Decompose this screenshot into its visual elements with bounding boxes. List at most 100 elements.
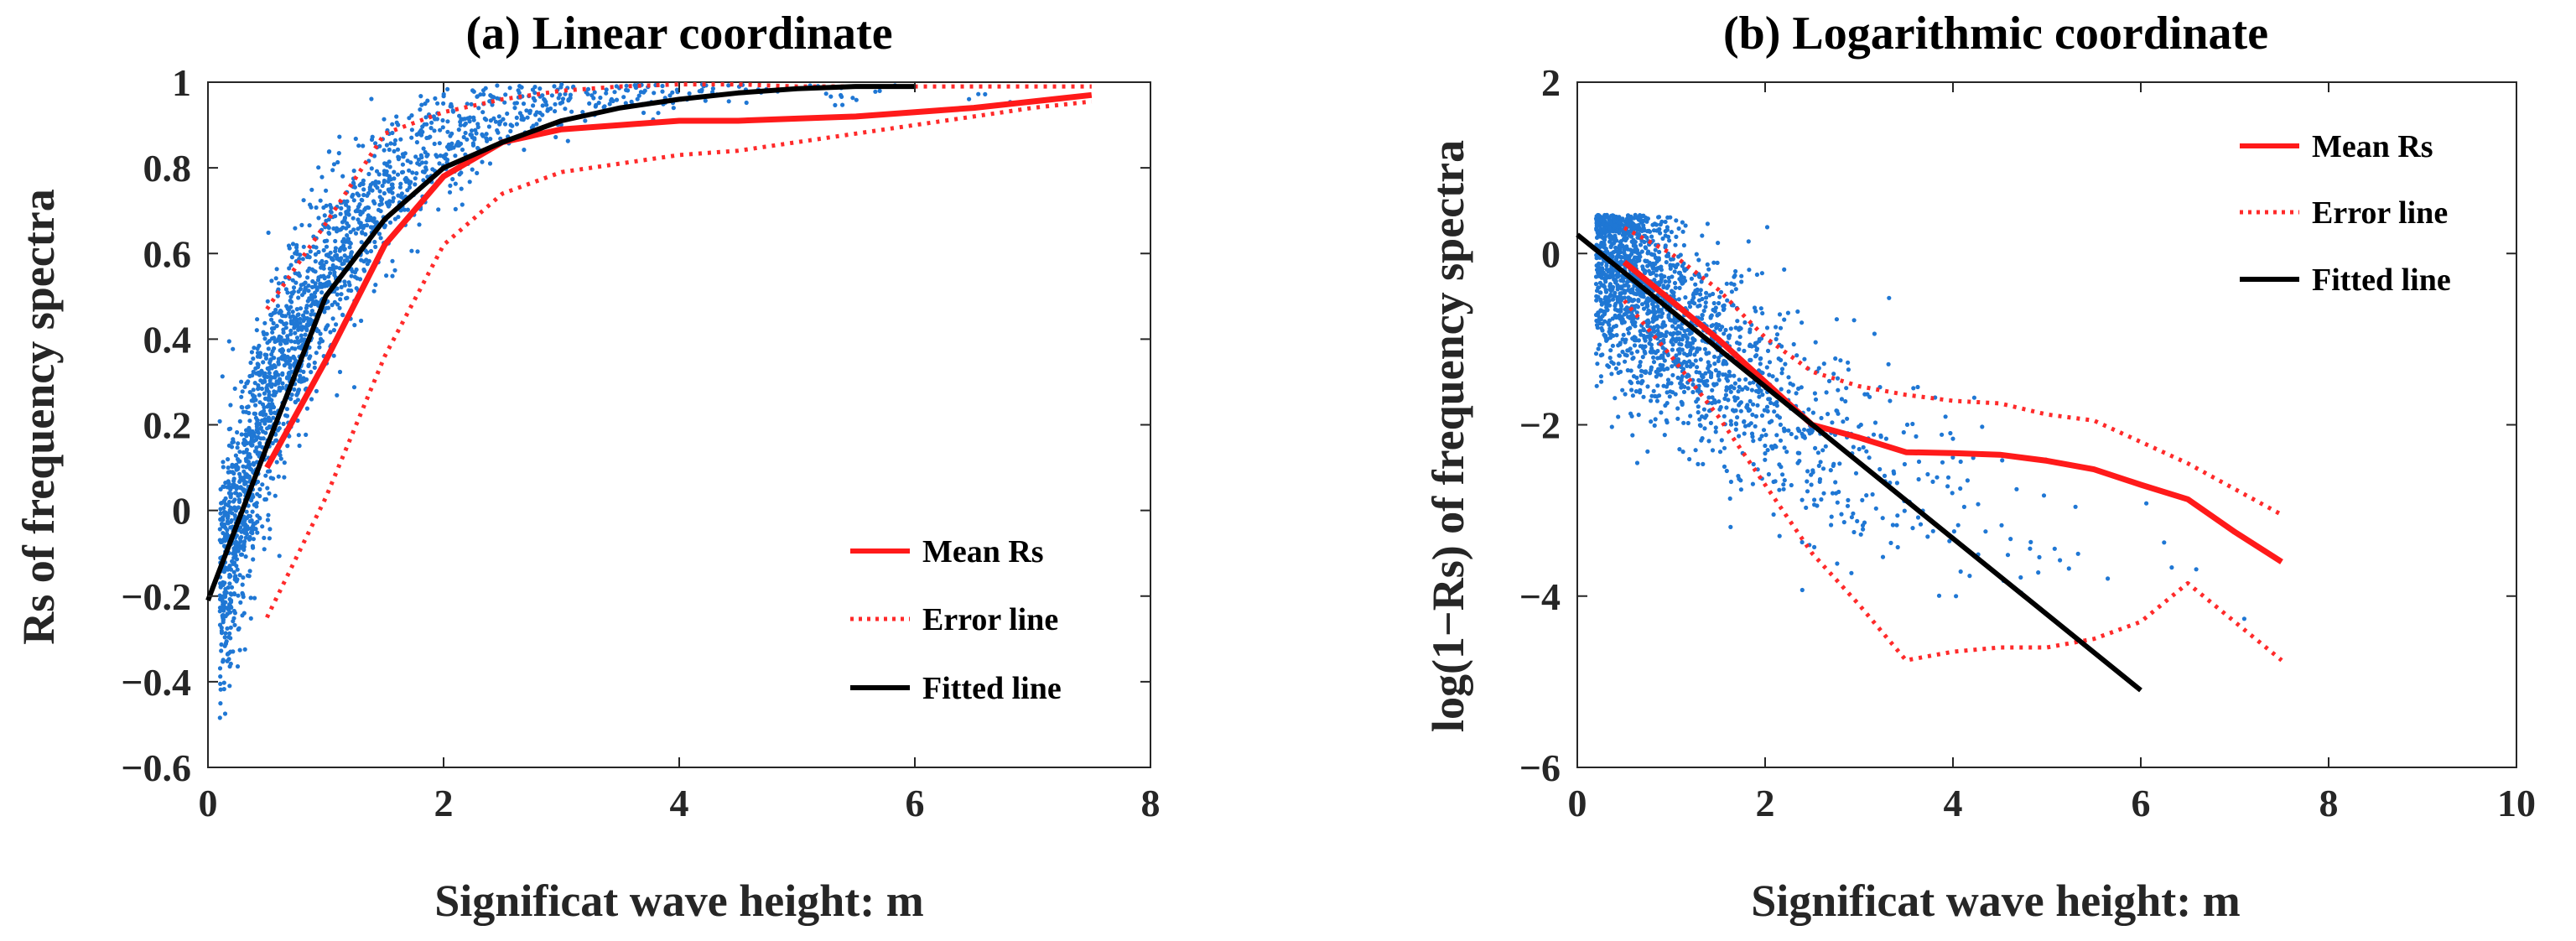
scatter-point bbox=[293, 280, 299, 285]
scatter-point bbox=[351, 192, 356, 197]
scatter-point bbox=[309, 296, 314, 301]
scatter-point bbox=[1613, 366, 1618, 371]
scatter-point bbox=[335, 393, 340, 398]
scatter-point bbox=[1852, 318, 1857, 323]
scatter-point bbox=[238, 600, 243, 606]
scatter-point bbox=[1765, 348, 1771, 353]
scatter-point bbox=[1663, 245, 1668, 250]
scatter-point bbox=[1681, 389, 1687, 394]
scatter-point bbox=[726, 99, 731, 104]
scatter-point bbox=[1755, 403, 1760, 408]
scatter-point bbox=[1820, 466, 1826, 471]
scatter-point bbox=[460, 147, 465, 153]
scatter-point bbox=[377, 189, 382, 194]
scatter-point bbox=[1644, 297, 1649, 302]
scatter-point bbox=[1821, 361, 1826, 367]
scatter-point bbox=[534, 110, 539, 115]
scatter-point bbox=[560, 96, 566, 101]
scatter-point bbox=[475, 94, 480, 99]
scatter-point bbox=[225, 516, 231, 521]
scatter-point bbox=[1764, 325, 1770, 330]
scatter-point bbox=[1754, 272, 1759, 278]
scatter-point bbox=[553, 109, 558, 114]
scatter-point bbox=[321, 247, 326, 252]
scatter-point bbox=[559, 82, 564, 87]
scatter-point bbox=[1778, 325, 1784, 330]
scatter-point bbox=[268, 419, 273, 424]
scatter-point bbox=[262, 396, 267, 401]
scatter-point bbox=[324, 188, 329, 193]
scatter-point bbox=[1733, 287, 1738, 292]
scatter-point bbox=[379, 201, 384, 206]
scatter-point bbox=[671, 106, 676, 111]
scatter-point bbox=[218, 681, 223, 687]
scatter-point bbox=[273, 276, 278, 281]
scatter-point bbox=[309, 309, 314, 314]
scatter-point bbox=[1732, 282, 1737, 287]
scatter-point bbox=[361, 192, 366, 198]
scatter-point bbox=[270, 349, 275, 354]
scatter-point bbox=[1833, 356, 1838, 361]
scatter-point bbox=[322, 276, 327, 281]
scatter-point bbox=[1685, 386, 1690, 391]
scatter-point bbox=[242, 469, 247, 474]
scatter-point bbox=[1727, 496, 1732, 502]
scatter-point bbox=[1710, 448, 1716, 453]
scatter-point bbox=[257, 343, 262, 348]
scatter-point bbox=[1831, 372, 1836, 377]
scatter-point bbox=[1634, 304, 1639, 309]
scatter-point bbox=[1795, 309, 1800, 315]
scatter-point bbox=[1711, 307, 1716, 313]
scatter-point bbox=[261, 436, 266, 441]
scatter-point bbox=[1758, 356, 1763, 361]
scatter-point bbox=[365, 218, 370, 223]
y-tick-label: 0.6 bbox=[143, 232, 192, 275]
x-tick-label: 8 bbox=[1141, 782, 1161, 824]
scatter-point bbox=[1599, 262, 1604, 267]
scatter-point bbox=[225, 658, 230, 663]
scatter-point bbox=[318, 336, 324, 341]
scatter-point bbox=[667, 93, 673, 98]
scatter-point bbox=[265, 517, 270, 522]
scatter-point bbox=[1901, 429, 1906, 435]
scatter-point bbox=[514, 115, 519, 120]
scatter-point bbox=[1706, 360, 1711, 365]
scatter-point bbox=[1700, 372, 1705, 377]
scatter-point bbox=[488, 118, 494, 123]
scatter-point bbox=[232, 386, 237, 391]
scatter-point bbox=[1715, 260, 1720, 265]
scatter-point bbox=[1836, 387, 1841, 393]
scatter-point bbox=[317, 345, 322, 350]
scatter-point bbox=[1770, 374, 1775, 379]
scatter-point bbox=[262, 352, 267, 357]
scatter-point bbox=[1774, 433, 1779, 438]
scatter-point bbox=[1613, 315, 1619, 320]
scatter-point bbox=[345, 258, 351, 263]
scatter-point bbox=[1692, 352, 1697, 357]
scatter-point bbox=[1777, 312, 1783, 317]
scatter-point bbox=[1664, 330, 1670, 335]
scatter-point bbox=[395, 172, 401, 177]
scatter-point bbox=[1672, 269, 1677, 274]
scatter-point bbox=[280, 371, 285, 376]
scatter-point bbox=[346, 280, 351, 285]
scatter-point bbox=[1871, 432, 1877, 437]
scatter-point bbox=[1618, 341, 1623, 346]
scatter-point bbox=[1619, 243, 1624, 248]
scatter-point bbox=[1738, 487, 1743, 492]
scatter-point bbox=[283, 357, 288, 362]
scatter-point bbox=[1703, 382, 1708, 387]
scatter-point bbox=[1609, 213, 1614, 218]
scatter-point bbox=[446, 142, 451, 148]
scatter-point bbox=[240, 590, 245, 596]
scatter-point bbox=[1597, 285, 1602, 290]
scatter-point bbox=[1728, 389, 1733, 394]
scatter-point bbox=[361, 178, 366, 183]
scatter-point bbox=[236, 548, 241, 554]
scatter-point bbox=[240, 582, 245, 587]
legend-a-fitted-label: Fitted line bbox=[922, 671, 1062, 706]
scatter-point bbox=[1623, 237, 1628, 243]
scatter-point bbox=[236, 465, 241, 470]
scatter-point bbox=[1846, 360, 1851, 365]
scatter-point bbox=[1861, 445, 1866, 450]
